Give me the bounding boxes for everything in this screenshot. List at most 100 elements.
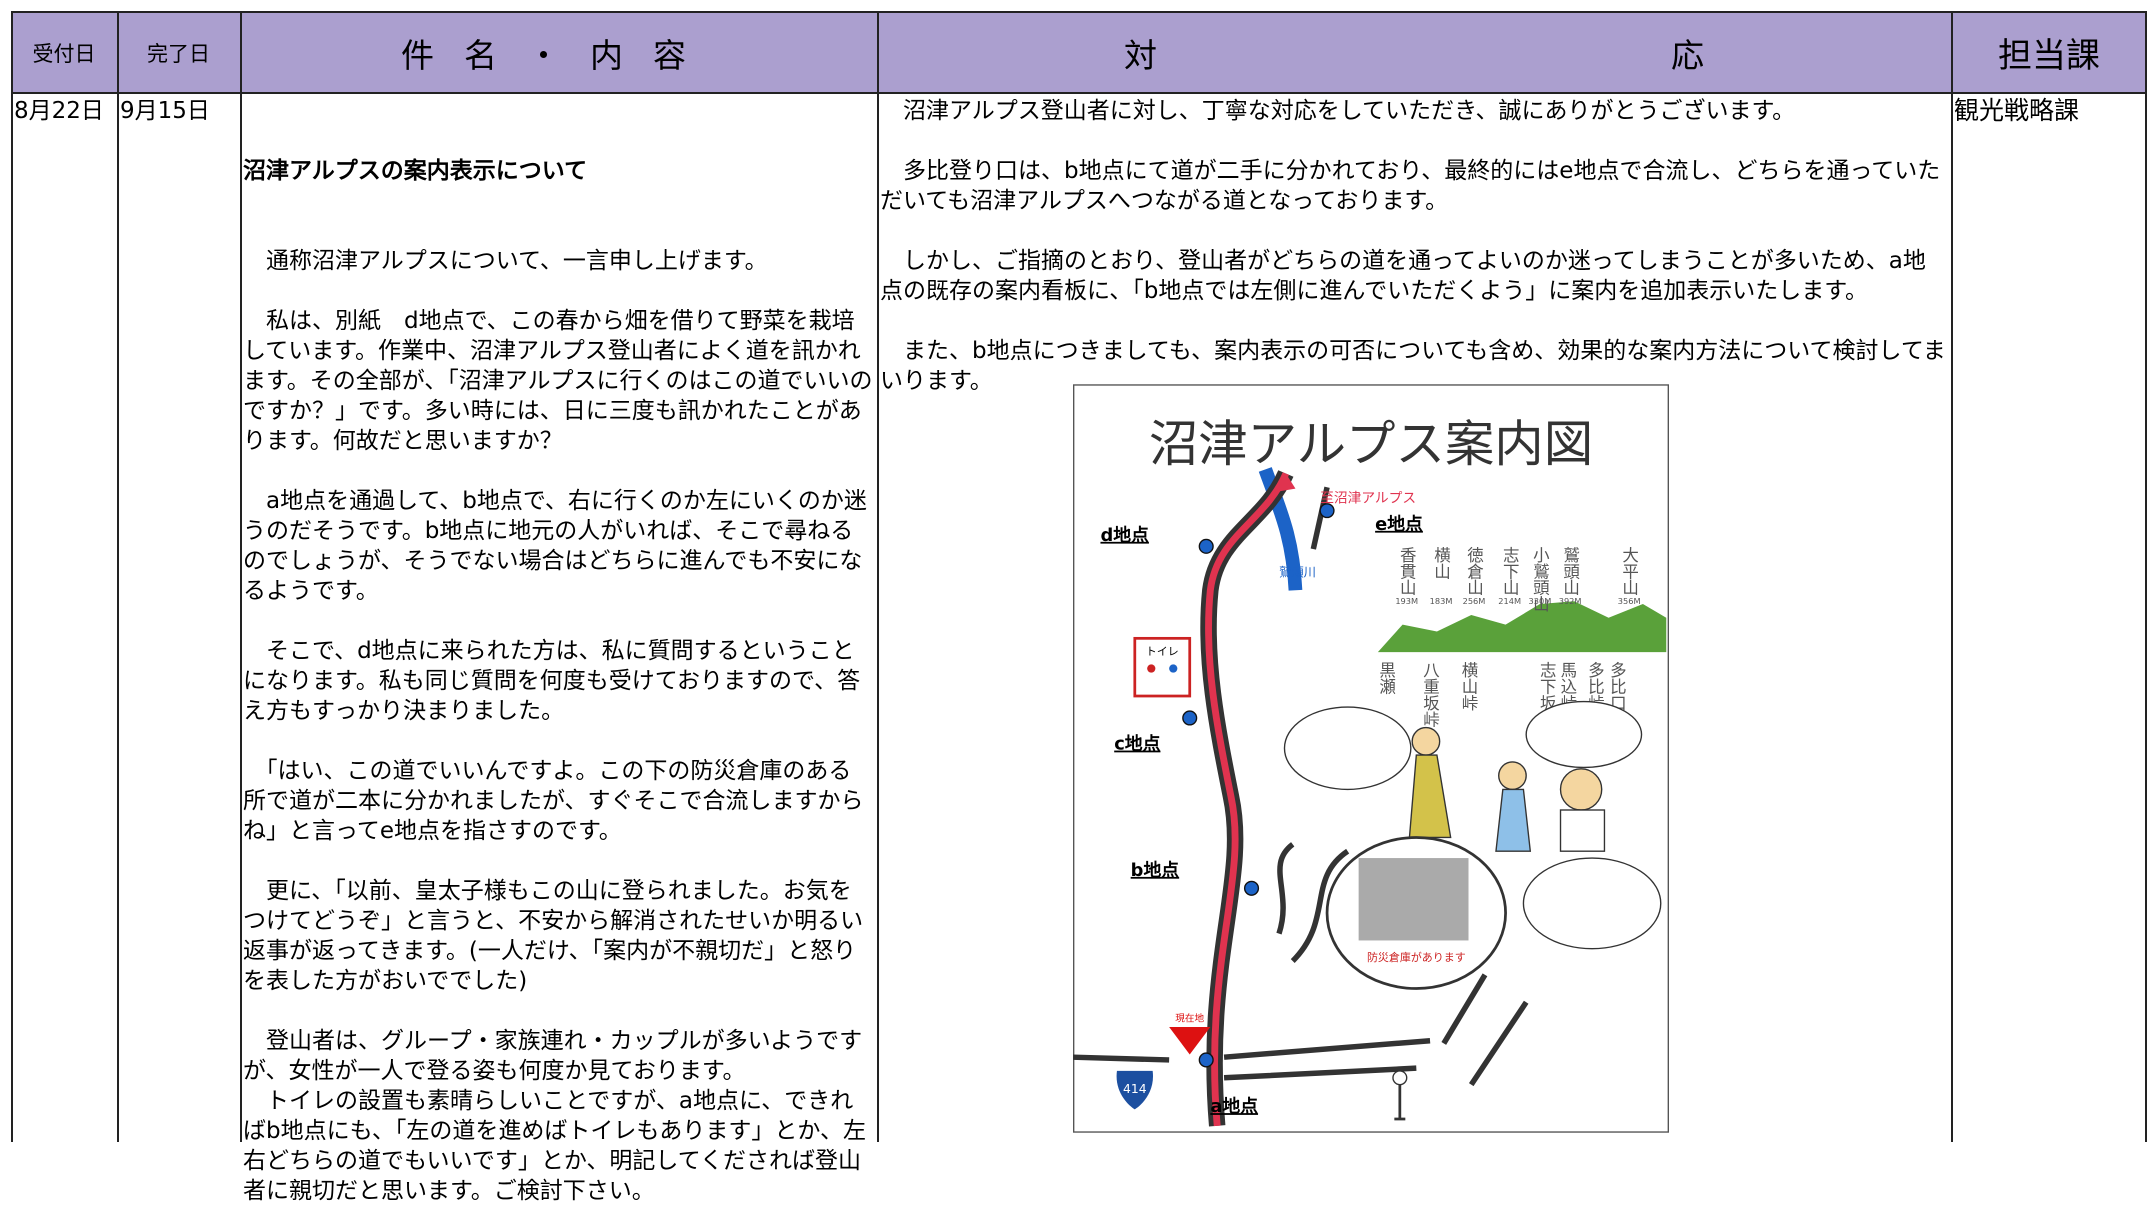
subject-title: 沼津アルプスの案内表示について: [243, 158, 588, 184]
route-label: 414: [1123, 1082, 1147, 1096]
received-date: 8月22日: [14, 98, 104, 124]
paragraph: 「はい、この道でいいんですよ。この下の防災倉庫のある所で道が二本に分かれましたが…: [243, 758, 864, 844]
paragraph: しかし、ご指摘のとおり、登山者がどちらの道を通ってよいのか迷ってしまうことが多い…: [880, 248, 1926, 304]
paragraph: また、b地点につきましても、案内表示の可否についても含め、効果的な案内方法につい…: [880, 338, 1946, 394]
mountain-name: 志下山: [1500, 546, 1519, 595]
response: 沼津アルプス登山者に対し、丁寧な対応をしていただき、誠にありがとうございます。 …: [877, 96, 1951, 1133]
mountain-name: 小鷲頭山: [1530, 546, 1549, 612]
paragraph-group: 「はい、この道でいいんですよ。この下の防災倉庫のある所で道が二本に分かれましたが…: [243, 756, 874, 846]
point-marker: [1198, 1052, 1214, 1068]
figure: [1559, 809, 1606, 852]
toilet-icon: [1147, 664, 1156, 673]
column-line: [2145, 11, 2147, 1142]
current-marker: [1169, 1026, 1211, 1055]
paragraph: トイレの設置も素晴らしいことですが、a地点に、できればb地点にも、「左の道を進め…: [243, 1088, 866, 1204]
header: 担当課: [1998, 36, 2100, 76]
mountain-height: 214M: [1498, 596, 1521, 606]
photo: [1358, 858, 1469, 941]
paragraph: 更に、「以前、皇太子様もこの山に登られました。お気をつけてどうぞ」と言うと、不安…: [243, 878, 864, 994]
header-cell: 件名・内容: [240, 11, 877, 94]
mountain-name: 徳倉山: [1464, 546, 1483, 595]
pass-name: 馬込峠: [1558, 662, 1577, 711]
header-cell: 対応: [877, 11, 1951, 94]
header-cell: 担当課: [1951, 11, 2147, 94]
river-label: 鷲頭川: [1279, 566, 1316, 580]
paragraph: そこで、d地点に来られた方は、私に質問するということになります。私も同じ質問を何…: [243, 638, 861, 724]
point-label: a地点: [1210, 1095, 1258, 1117]
document: 受付日 完了日 件名・内容 対応 担当課 8月22日 9月15日 沼津アルプスの…: [11, 11, 2147, 1204]
pass-name: 多比峠: [1585, 662, 1604, 711]
speech-bubble: [1525, 700, 1643, 769]
paragraph-group: 登山者は、グループ・家族連れ・カップルが多いようですが、女性が一人で登る姿も何度…: [243, 1026, 874, 1206]
mountain-height: 392M: [1559, 596, 1582, 606]
mountain-name: 大平山: [1620, 546, 1639, 595]
department: 観光戦略課: [1954, 96, 2080, 125]
paragraph-group: 通称沼津アルプスについて、一言申し上げます。: [243, 246, 874, 276]
sign: [1394, 1084, 1406, 1121]
point-marker: [1182, 710, 1198, 726]
subject: 沼津アルプスの案内表示について 通称沼津アルプスについて、一言申し上げます。 私…: [240, 96, 877, 1206]
paragraph: a地点を通過して、b地点で、右に行くのか左にいくのか迷うのだそうです。b地点に地…: [243, 488, 867, 604]
header-cell: 完了日: [117, 11, 240, 94]
storage-label: 防災倉庫があります: [1367, 950, 1466, 964]
road: [1205, 472, 1290, 1127]
completed-date: 9月15日: [120, 98, 210, 124]
mountain-height: 330M: [1529, 596, 1552, 606]
point-marker: [1319, 503, 1335, 519]
point-label: e地点: [1375, 513, 1423, 535]
arrow: [1278, 473, 1296, 492]
column-line: [11, 11, 13, 1142]
paragraph-group: a地点を通過して、b地点で、右に行くのか左にいくのか迷うのだそうです。b地点に地…: [243, 486, 874, 606]
toilet-box: [1133, 636, 1192, 698]
mountain-name: 鷲頭山: [1561, 546, 1580, 595]
paragraph: 登山者は、グループ・家族連れ・カップルが多いようですが、女性が一人で登る姿も何度…: [243, 1028, 863, 1084]
header: 対応: [1124, 35, 1704, 75]
point-marker: [1198, 538, 1214, 554]
pass-name: 八重坂峠: [1421, 662, 1440, 728]
point-label: d地点: [1100, 524, 1149, 546]
point-label: b地点: [1131, 859, 1180, 881]
map-title: 沼津アルプス案内図: [1149, 415, 1593, 473]
point-label: c地点: [1114, 733, 1160, 755]
point-marker: [1243, 880, 1260, 896]
mountain-height: 183M: [1430, 596, 1453, 606]
mountain-name: 横山: [1432, 546, 1451, 579]
paragraph: 私は、別紙 d地点で、この春から畑を借りて野菜を栽培しています。作業中、沼津アル…: [243, 308, 873, 454]
road: [1073, 1037, 1431, 1081]
paragraph: 沼津アルプス登山者に対し、丁寧な対応をしていただき、誠にありがとうございます。: [880, 98, 1796, 124]
toilet-icon: [1169, 664, 1178, 673]
mountain-height: 193M: [1395, 596, 1418, 606]
toilet-label: トイレ: [1146, 645, 1179, 658]
mountain-height: 256M: [1463, 596, 1486, 606]
paragraph-group: 更に、「以前、皇太子様もこの山に登られました。お気をつけてどうぞ」と言うと、不安…: [243, 876, 874, 996]
figure: [1495, 788, 1532, 852]
current-label: 現在地: [1175, 1012, 1204, 1024]
figure: [1498, 761, 1527, 791]
to-alps: 至沼津アルプス: [1320, 490, 1416, 506]
header: 受付日: [32, 41, 96, 66]
ridge: [1377, 601, 1667, 653]
figure: [1411, 726, 1441, 756]
pass-name: 横山峠: [1459, 662, 1478, 711]
paragraph: 通称沼津アルプスについて、一言申し上げます。: [243, 248, 768, 274]
figure: [1559, 768, 1603, 811]
road: [1310, 486, 1330, 550]
header: 完了日: [147, 41, 210, 66]
paragraph-group: 私は、別紙 d地点で、この春から畑を借りて野菜を栽培しています。作業中、沼津アル…: [243, 306, 874, 456]
route-shield: [1116, 1070, 1154, 1110]
mountain-height: 356M: [1618, 596, 1641, 606]
column-line: [117, 11, 119, 1142]
mountain-name: 香貫山: [1397, 546, 1416, 595]
header-cell: 受付日: [11, 11, 117, 94]
sign: [1392, 1070, 1408, 1086]
road: [1276, 842, 1529, 1087]
header: 件名・内容: [401, 35, 716, 75]
column-line: [240, 11, 242, 1142]
column-line: [877, 11, 879, 1142]
paragraph: 多比登り口は、b地点にて道が二手に分かれており、最終的にはe地点で合流し、どちら…: [880, 158, 1941, 214]
paragraph-group: そこで、d地点に来られた方は、私に質問するということになります。私も同じ質問を何…: [243, 636, 874, 726]
pass-name: 黒瀬: [1377, 662, 1396, 695]
figure: [1408, 754, 1452, 839]
column-line: [1951, 11, 1953, 1142]
